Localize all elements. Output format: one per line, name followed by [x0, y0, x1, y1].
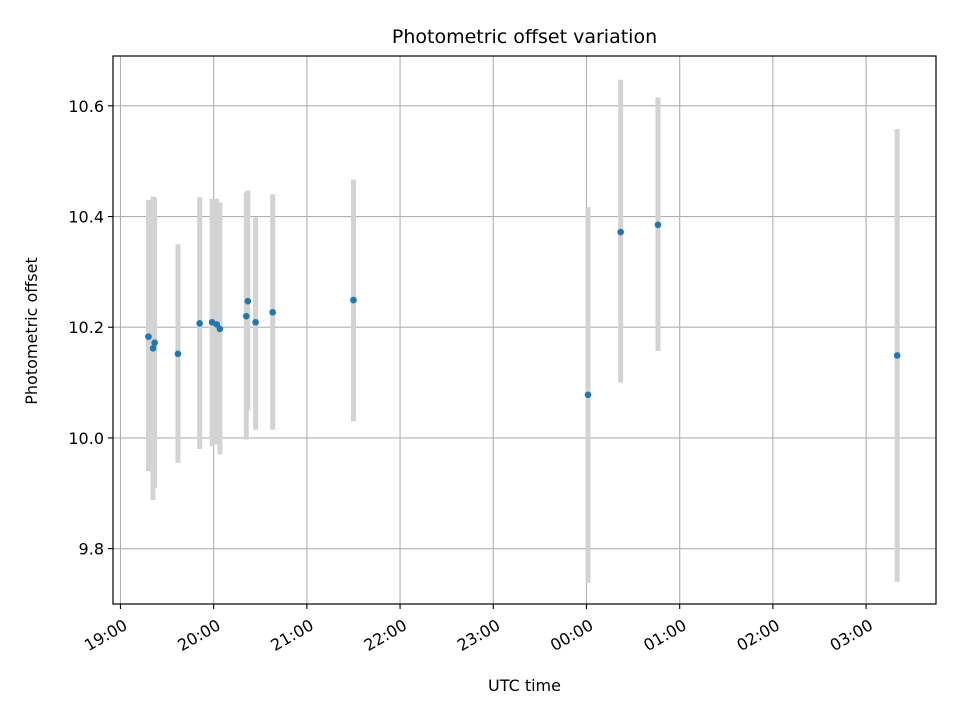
- x-axis-title: UTC time: [488, 676, 561, 695]
- y-tick-label: 9.8: [79, 540, 104, 559]
- data-point: [893, 352, 901, 359]
- data-point: [617, 228, 624, 236]
- data-point: [654, 221, 662, 229]
- y-axis-ticks: 9.8 10.0 10.2 10.4 10.6: [68, 97, 113, 559]
- chart-title: Photometric offset variation: [392, 26, 657, 48]
- data-point: [216, 325, 224, 333]
- data-point: [242, 312, 250, 320]
- y-tick-label: 10.2: [68, 318, 104, 337]
- data-point: [174, 350, 182, 358]
- data-point: [151, 339, 158, 347]
- data-point: [244, 297, 252, 305]
- data-point: [584, 391, 592, 399]
- y-tick-label: 10.4: [68, 208, 104, 227]
- data-point: [145, 333, 152, 340]
- data-point: [149, 344, 157, 352]
- data-point: [269, 308, 276, 316]
- y-axis-title: Photometric offset: [22, 257, 41, 405]
- data-points: [145, 221, 901, 399]
- y-tick-label: 10.6: [68, 97, 104, 116]
- plot-frame: [112, 55, 937, 605]
- y-tick-label: 10.0: [68, 429, 104, 448]
- data-point: [252, 318, 259, 326]
- data-point: [350, 296, 357, 304]
- data-point: [196, 320, 203, 327]
